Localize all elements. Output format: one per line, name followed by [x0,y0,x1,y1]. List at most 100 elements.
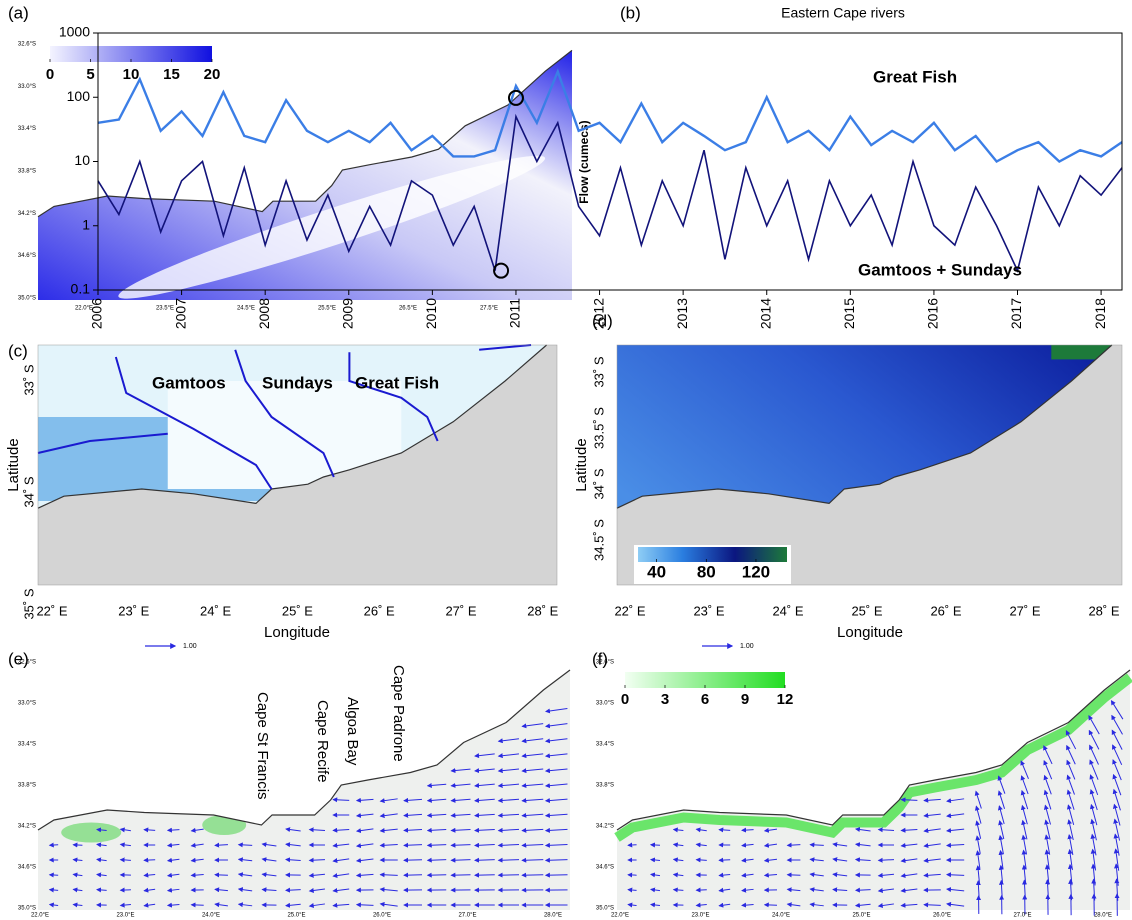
current-vector [923,902,941,908]
current-vector [741,827,754,833]
lat-label: 33.4°S [18,126,36,132]
current-vector [544,738,568,744]
current-vector [237,872,253,878]
panel-label: (a) [8,3,29,22]
lat-label: 33.0°S [18,84,36,90]
lon-label: 27.0°E [458,913,476,919]
current-vector [143,827,156,833]
current-vector [332,902,350,908]
current-vector [261,872,277,878]
y-axis-title: Latitude [573,438,590,491]
current-vector [143,872,156,878]
current-vector [497,857,520,863]
current-vector [1112,759,1122,781]
current-vector [627,887,637,893]
current-vector [695,827,707,833]
colorbar [638,547,787,562]
panel-label: (e) [8,649,29,668]
current-vector [426,797,447,803]
current-vector [166,842,180,848]
lon-label: 26.0°E [373,913,391,919]
annotation: Cape Recife [314,700,331,783]
current-vector [854,827,871,833]
current-vector [190,872,204,878]
current-vector [1020,775,1029,795]
current-vector [474,797,495,803]
current-vector [1089,759,1099,780]
current-vector [672,827,684,833]
current-vector [544,857,568,863]
current-vector [332,887,350,893]
current-vector [521,812,544,818]
series-label: Gamtoos + Sundays [858,260,1022,279]
current-vector [672,887,684,893]
current-vector [627,842,637,848]
current-vector [763,857,778,863]
current-vector [1089,744,1099,765]
y-tick-label: 0.1 [71,281,91,297]
current-vector [332,858,350,864]
current-vector [166,872,180,878]
current-vector [946,828,965,833]
current-vector [649,857,661,863]
current-vector [1066,759,1076,780]
current-vector [497,812,520,818]
current-vector [900,858,918,864]
lat-label: 34.2°S [18,824,36,830]
y-tick-label: 1 [82,216,90,232]
plot-frame [97,32,1123,291]
lon-label: 27.0°E [1013,913,1031,919]
lon-label: 27˚ E [1009,603,1040,618]
current-vector [649,902,661,908]
land [38,660,570,830]
lat-label: 34.2°S [18,211,36,217]
colorbar-label: 40 [647,562,666,581]
lon-label: 28.0°E [544,913,562,919]
current-vector [332,797,350,803]
lat-label: 33.5˚ S [591,407,606,449]
current-vector [48,887,59,893]
lon-label: 24˚ E [772,603,803,618]
current-vector [786,902,801,908]
lat-label: 33.8°S [596,783,614,789]
lat-label: 33˚ S [21,364,36,395]
colorbar-label: 0 [621,691,629,708]
panel-label: (b) [620,3,641,22]
current-vector [379,842,398,848]
current-vector [261,887,277,893]
colorbar-label: 6 [701,691,709,708]
current-vector [450,857,471,863]
current-vector [119,827,131,833]
current-vector [237,842,253,848]
current-vector [474,857,495,863]
current-vector [1066,744,1076,765]
current-vector [1043,759,1053,780]
lat-label: 34˚ S [591,468,606,499]
current-vector [1043,804,1051,825]
current-vector [809,872,824,878]
current-vector [718,887,731,893]
current-vector [741,872,754,878]
chl-patch [61,822,122,843]
current-vector [521,753,544,759]
current-vector [695,842,707,848]
current-vector [450,768,471,774]
current-vector [946,887,965,893]
current-vector [72,902,83,908]
current-vector [1020,760,1029,780]
lon-label: 22˚ E [614,603,645,618]
series-line [97,113,1123,274]
current-vector [379,798,398,804]
annotation: Great Fish [355,373,439,392]
colorbar [50,46,212,62]
current-vector [1088,714,1100,735]
lon-label: 25.5°E [318,306,336,312]
y-tick-label: 1000 [59,24,90,40]
current-vector [1043,789,1052,810]
current-vector [119,902,131,908]
current-vector [1089,774,1099,796]
current-vector [285,842,301,848]
current-vector [72,887,83,893]
current-vector [718,857,731,863]
current-vector [521,827,544,833]
